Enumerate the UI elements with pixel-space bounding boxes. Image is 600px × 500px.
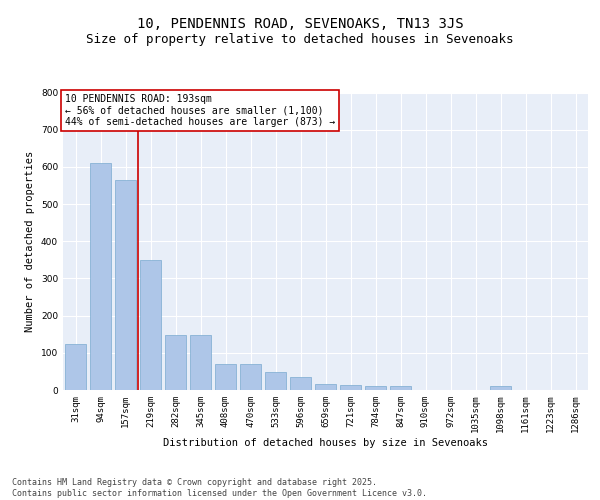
Text: Size of property relative to detached houses in Sevenoaks: Size of property relative to detached ho…	[86, 32, 514, 46]
Bar	[490, 386, 511, 390]
Bar	[390, 386, 411, 390]
X-axis label: Distribution of detached houses by size in Sevenoaks: Distribution of detached houses by size …	[163, 438, 488, 448]
Bar	[240, 364, 261, 390]
Bar	[140, 260, 161, 390]
Bar	[290, 377, 311, 390]
Bar	[90, 163, 111, 390]
Bar	[65, 344, 86, 390]
Bar	[190, 335, 211, 390]
Bar	[340, 385, 361, 390]
Y-axis label: Number of detached properties: Number of detached properties	[25, 150, 35, 332]
Bar	[165, 335, 186, 390]
Text: 10, PENDENNIS ROAD, SEVENOAKS, TN13 3JS: 10, PENDENNIS ROAD, SEVENOAKS, TN13 3JS	[137, 18, 463, 32]
Bar	[115, 180, 136, 390]
Bar	[365, 386, 386, 390]
Bar	[215, 364, 236, 390]
Bar	[315, 384, 336, 390]
Bar	[265, 372, 286, 390]
Text: Contains HM Land Registry data © Crown copyright and database right 2025.
Contai: Contains HM Land Registry data © Crown c…	[12, 478, 427, 498]
Text: 10 PENDENNIS ROAD: 193sqm
← 56% of detached houses are smaller (1,100)
44% of se: 10 PENDENNIS ROAD: 193sqm ← 56% of detac…	[65, 94, 335, 127]
